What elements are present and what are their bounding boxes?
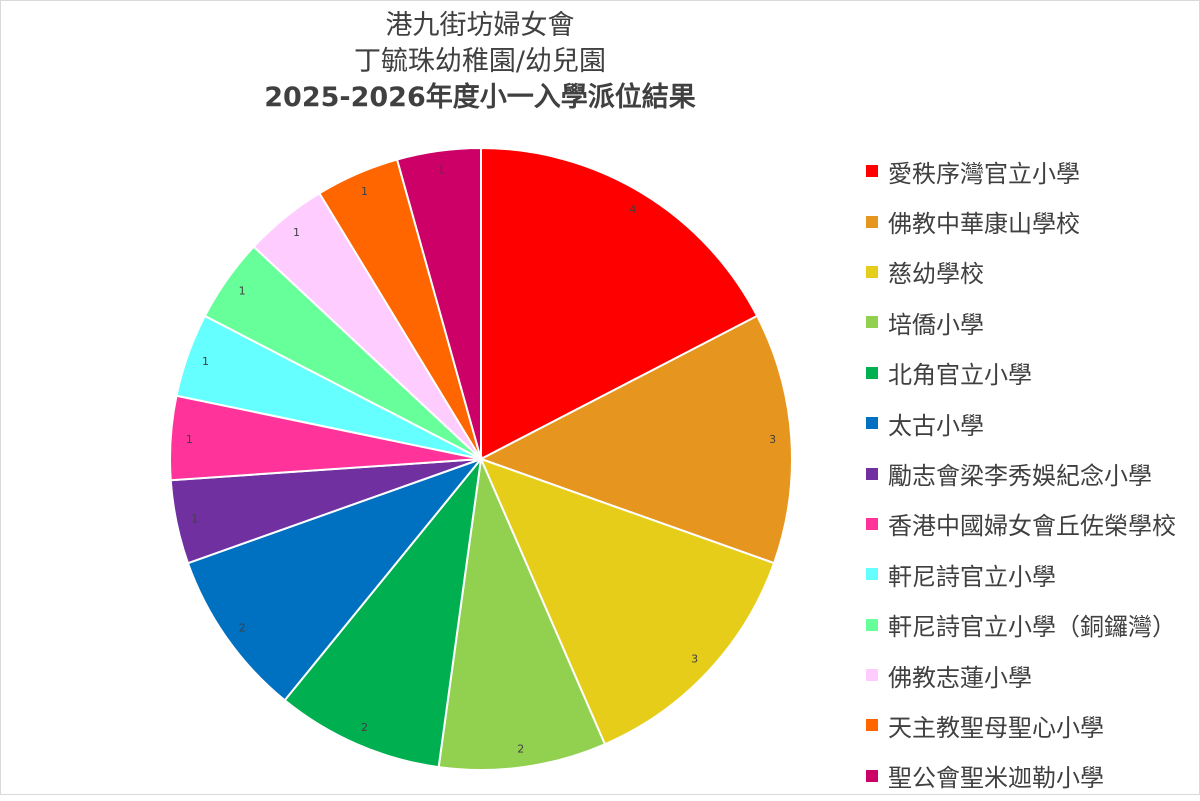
legend-item: 培僑小學: [866, 297, 1200, 347]
legend-item: 香港中國婦女會丘佐榮學校: [866, 499, 1200, 549]
legend-label: 軒尼詩官立小學: [888, 562, 1056, 591]
legend-swatch: [866, 719, 878, 732]
legend-item: 軒尼詩官立小學: [866, 549, 1200, 599]
slice-value-label-5: 2: [361, 721, 368, 734]
slice-value-label-1: 4: [629, 203, 636, 216]
legend-swatch: [866, 618, 878, 631]
legend-swatch: [866, 517, 878, 530]
legend-label: 勵志會梁李秀娛紀念小學: [888, 462, 1152, 491]
pie-slice-5: [283, 455, 483, 769]
legend-swatch: [866, 417, 878, 430]
legend-item: 慈幼學校: [866, 247, 1200, 297]
legend-swatch: [866, 366, 878, 379]
slice-value-label-10: 1: [239, 284, 246, 297]
legend-item: 聖公會聖米迦勒小學: [866, 751, 1200, 801]
legend-label: 佛教中華康山學校: [888, 210, 1080, 239]
legend-label: 軒尼詩官立小學（銅鑼灣）: [888, 613, 1176, 642]
pie-slice-13: [395, 146, 482, 460]
slice-value-label-2: 3: [769, 433, 776, 446]
slice-value-label-9: 1: [202, 355, 209, 368]
pie-slice-1: [480, 146, 759, 461]
slice-value-label-4: 2: [517, 743, 524, 756]
legend-label: 天主教聖母聖心小學: [888, 713, 1104, 742]
legend-swatch: [866, 316, 878, 329]
legend-label: 北角官立小學: [888, 361, 1032, 390]
legend-label: 香港中國婦女會丘佐榮學校: [888, 512, 1176, 541]
legend-label: 聖公會聖米迦勒小學: [888, 764, 1104, 793]
pie-slice-2: [478, 314, 793, 565]
legend-label: 培僑小學: [888, 310, 984, 339]
legend: 愛秩序灣官立小學 佛教中華康山學校 慈幼學校培僑小學北角官立小學 太古小學勵志會梁李秀…: [866, 146, 1200, 801]
legend-item: 軒尼詩官立小學（銅鑼灣）: [866, 600, 1200, 650]
legend-swatch: [866, 467, 878, 480]
slice-value-label-3: 3: [691, 653, 698, 666]
legend-item: 佛教志蓮小學: [866, 650, 1200, 700]
legend-swatch: [866, 669, 878, 682]
legend-item: 太古小學: [866, 398, 1200, 448]
legend-swatch: [866, 165, 878, 178]
slice-value-label-12: 1: [361, 185, 368, 198]
pie-slice-4: [437, 455, 607, 771]
slice-value-label-8: 1: [186, 433, 193, 446]
title-line-2: 丁毓珠幼稚園/幼兒園: [353, 46, 607, 77]
slice-value-label-11: 1: [293, 226, 300, 239]
legend-item: 佛教中華康山學校: [866, 196, 1200, 246]
legend-swatch: [866, 215, 878, 228]
slice-value-label-6: 2: [239, 622, 246, 635]
legend-item: 北角官立小學: [866, 348, 1200, 398]
chart-title: 港九街坊婦女會 丁毓珠幼稚園/幼兒園 2025-2026年度小一入學派位結果: [0, 8, 960, 116]
title-line-3: 2025-2026年度小一入學派位結果: [264, 82, 696, 113]
legend-swatch: [866, 769, 878, 782]
legend-item: 天主教聖母聖心小學: [866, 700, 1200, 750]
title-line-1: 港九街坊婦女會: [385, 10, 575, 41]
slice-value-label-13: 1: [438, 163, 445, 176]
legend-item: 愛秩序灣官立小學: [866, 146, 1200, 196]
legend-label: 慈幼學校: [888, 260, 984, 289]
pie-slice-6: [186, 456, 485, 702]
legend-swatch: [866, 568, 878, 581]
slice-value-label-7: 1: [191, 512, 198, 525]
legend-label: 愛秩序灣官立小學: [888, 159, 1080, 188]
legend-swatch: [866, 265, 878, 278]
legend-item: 勵志會梁李秀娛紀念小學: [866, 448, 1200, 498]
legend-label: 太古小學: [888, 411, 984, 440]
legend-label: 佛教志蓮小學: [888, 663, 1032, 692]
pie-slice-3: [479, 457, 776, 746]
